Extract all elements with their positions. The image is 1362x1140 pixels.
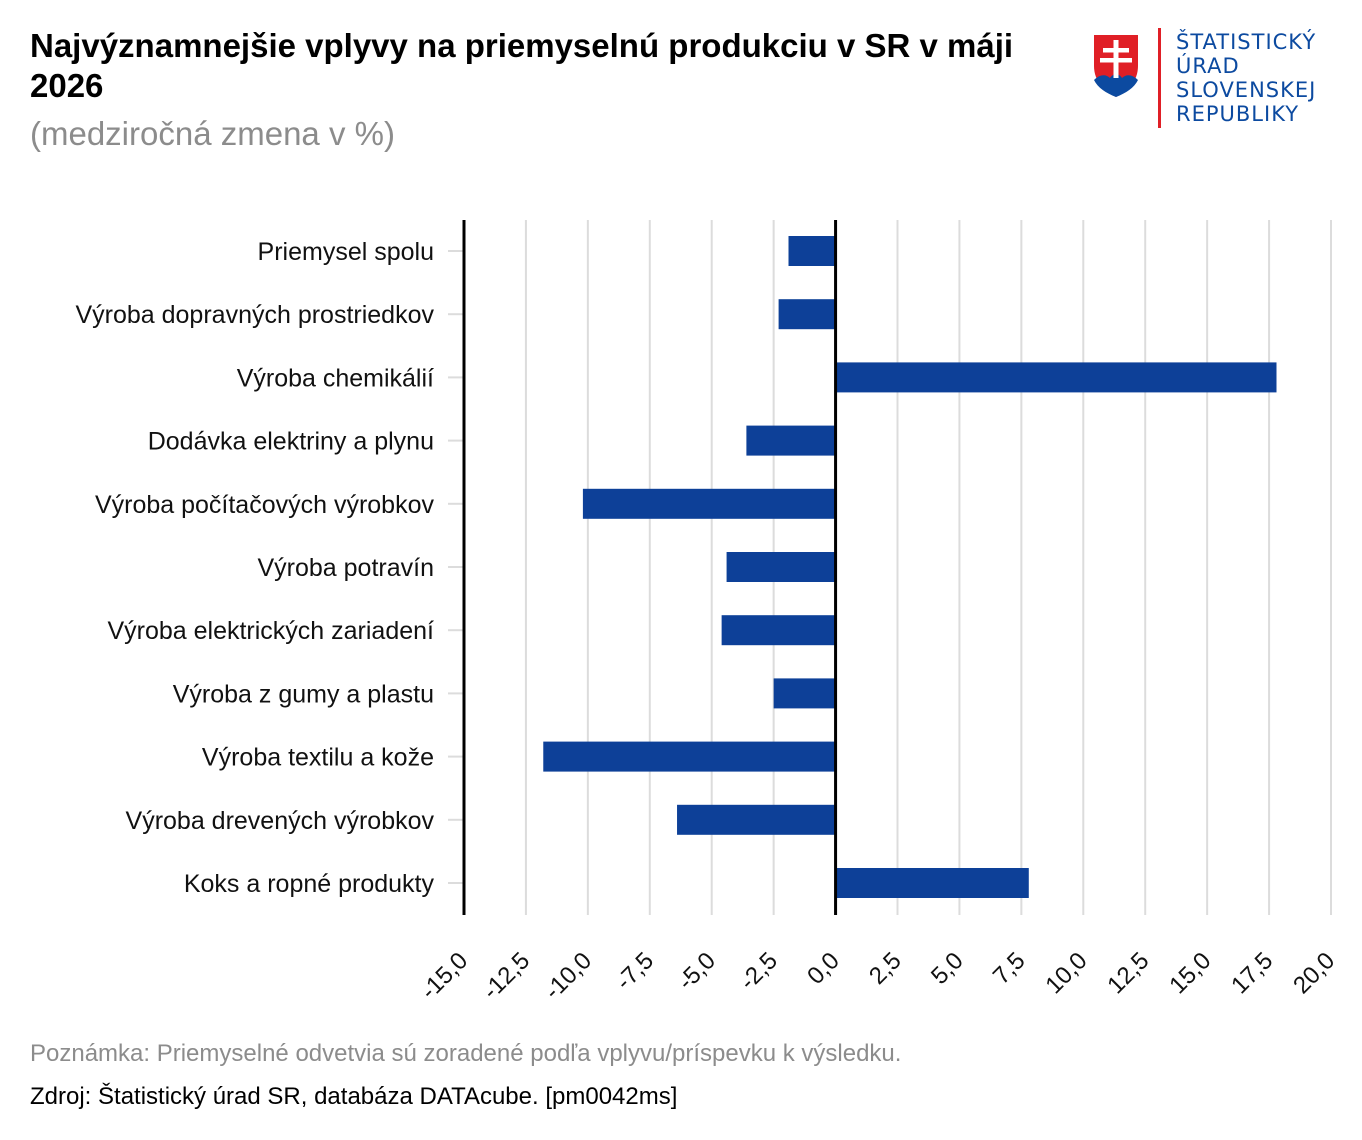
logo-line-1: ŠTATISTICKÝ: [1176, 30, 1317, 54]
x-tick-label: 0,0: [802, 947, 845, 990]
x-tick-label: 7,5: [988, 947, 1031, 990]
bar-0: [788, 236, 836, 266]
bar-chart: Priemysel spolu Výroba dopravných prostri…: [75, 220, 1340, 1005]
logo-divider: [1158, 28, 1161, 128]
x-tick-label: -7,5: [611, 947, 659, 995]
category-label: Priemysel spolu: [258, 238, 434, 266]
chart-subtitle: (medziročná zmena v %): [30, 115, 395, 152]
bar-9: [677, 804, 836, 835]
x-tick-label: 5,0: [926, 947, 969, 990]
x-tick-label: -10,0: [539, 947, 597, 1005]
category-label: Výroba z gumy a plastu: [173, 680, 434, 708]
bar-1: [778, 299, 836, 330]
logo-line-3: SLOVENSKEJ: [1176, 78, 1317, 102]
category-label: Výroba drevených výrobkov: [126, 807, 435, 835]
x-tick-label: -5,0: [673, 947, 721, 995]
bar-2: [835, 362, 1277, 393]
category-label: Výroba počítačových výrobkov: [95, 491, 435, 519]
logo-line-2: ÚRAD: [1176, 54, 1240, 78]
category-label: Výroba chemikálií: [237, 364, 434, 392]
x-tick-label: 2,5: [864, 947, 907, 990]
category-label: Výroba potravín: [258, 554, 435, 582]
bar-4: [582, 488, 836, 519]
x-tick-label: 20,0: [1288, 947, 1340, 999]
bar-7: [773, 678, 836, 709]
category-label: Výroba textilu a kože: [202, 744, 434, 772]
x-tick-label: 12,5: [1102, 947, 1154, 999]
source-note: Zdroj: Štatistický úrad SR, databáza DAT…: [30, 1083, 678, 1110]
x-tick-label: -15,0: [415, 947, 473, 1005]
x-tick-label: 15,0: [1164, 947, 1216, 999]
x-tick-label: -12,5: [477, 947, 535, 1005]
x-tick-label: -2,5: [735, 947, 783, 995]
footnote: Poznámka: Priemyselné odvetvia sú zorade…: [30, 1040, 902, 1067]
category-label: Výroba dopravných prostriedkov: [75, 301, 434, 329]
x-tick-label: 17,5: [1226, 947, 1278, 999]
bar-5: [726, 552, 836, 582]
chart-title: Najvýznamnejšie vplyvy na priemyselnú pr…: [30, 27, 1014, 104]
bar-8: [543, 741, 836, 772]
bar-3: [746, 425, 836, 456]
category-label: Koks a ropné produkty: [184, 870, 435, 898]
x-tick-label: 10,0: [1040, 947, 1092, 999]
slovak-coat-of-arms-icon: [1091, 32, 1141, 102]
bar-6: [721, 615, 836, 646]
category-label: Dodávka elektriny a plynu: [148, 428, 434, 456]
logo-line-4: REPUBLIKY: [1176, 102, 1300, 126]
bar-10: [835, 868, 1029, 898]
logo-text: ŠTATISTICKÝ ÚRAD SLOVENSKEJ REPUBLIKY: [1176, 30, 1316, 126]
statistical-office-logo: ŠTATISTICKÝ ÚRAD SLOVENSKEJ REPUBLIKY: [1088, 28, 1338, 128]
category-label: Výroba elektrických zariadení: [107, 617, 434, 645]
